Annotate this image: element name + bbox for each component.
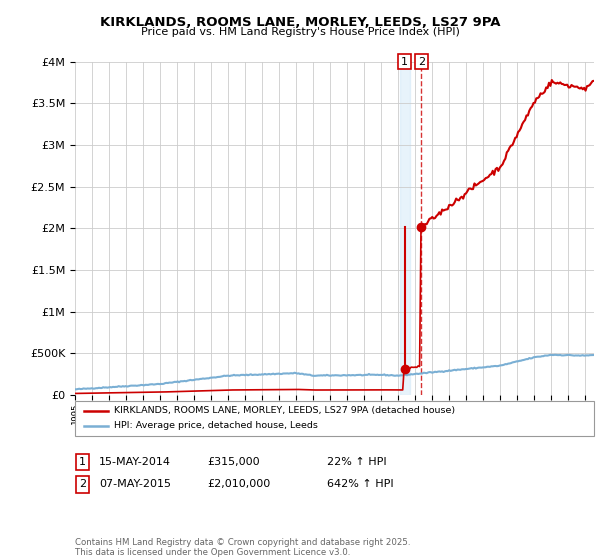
Text: 2: 2	[418, 57, 425, 67]
Text: 1: 1	[401, 57, 408, 67]
Text: Contains HM Land Registry data © Crown copyright and database right 2025.
This d: Contains HM Land Registry data © Crown c…	[75, 538, 410, 557]
Text: 07-MAY-2015: 07-MAY-2015	[99, 479, 171, 489]
Bar	[400, 62, 410, 395]
Text: 1: 1	[79, 457, 86, 467]
Text: 642% ↑ HPI: 642% ↑ HPI	[327, 479, 394, 489]
Text: KIRKLANDS, ROOMS LANE, MORLEY, LEEDS, LS27 9PA (detached house): KIRKLANDS, ROOMS LANE, MORLEY, LEEDS, LS…	[114, 406, 455, 415]
Text: Price paid vs. HM Land Registry's House Price Index (HPI): Price paid vs. HM Land Registry's House …	[140, 27, 460, 37]
Text: 15-MAY-2014: 15-MAY-2014	[99, 457, 171, 467]
Text: £315,000: £315,000	[207, 457, 260, 467]
Text: KIRKLANDS, ROOMS LANE, MORLEY, LEEDS, LS27 9PA: KIRKLANDS, ROOMS LANE, MORLEY, LEEDS, LS…	[100, 16, 500, 29]
Text: 2: 2	[79, 479, 86, 489]
Text: 22% ↑ HPI: 22% ↑ HPI	[327, 457, 386, 467]
Text: £2,010,000: £2,010,000	[207, 479, 270, 489]
Text: HPI: Average price, detached house, Leeds: HPI: Average price, detached house, Leed…	[114, 422, 318, 431]
